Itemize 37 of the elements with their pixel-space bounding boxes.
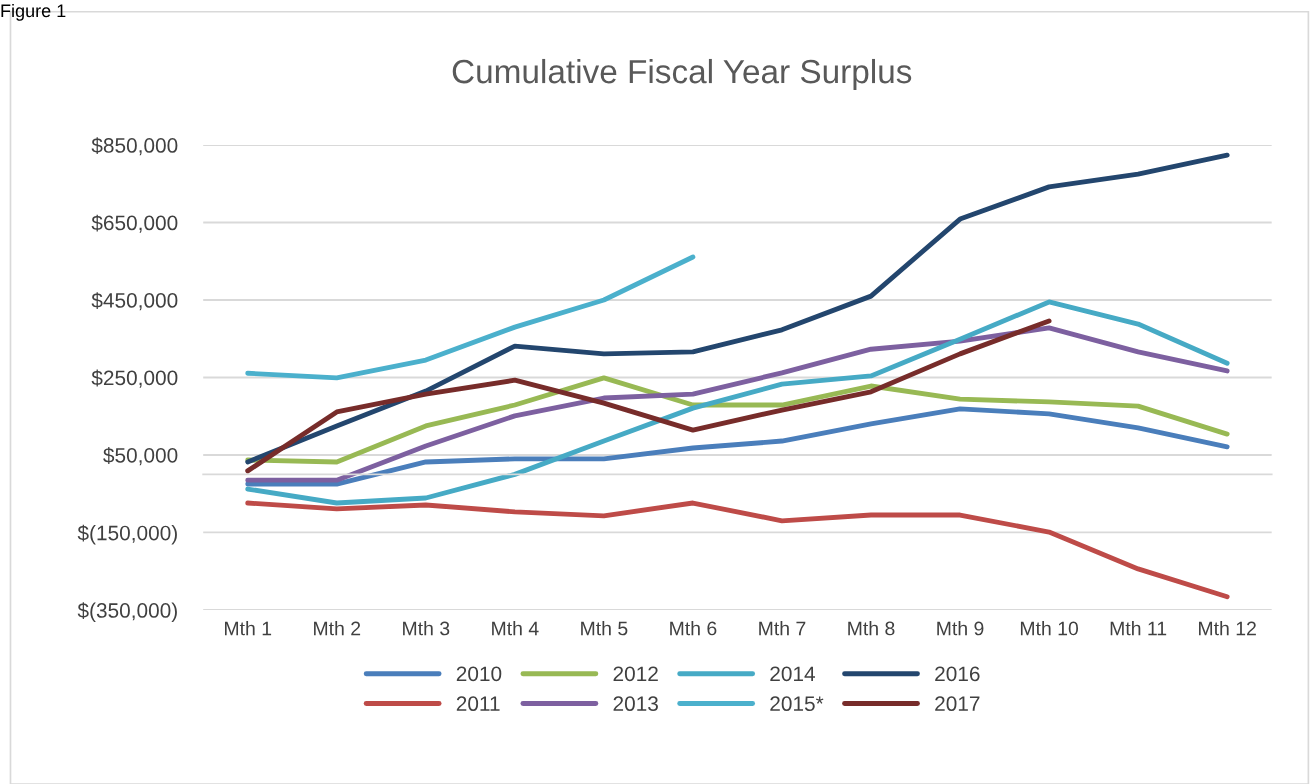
line-series bbox=[245, 318, 1052, 474]
y-tick-label: $(350,000) bbox=[77, 602, 177, 622]
legend-label: 2013 bbox=[613, 696, 658, 712]
line-series bbox=[245, 152, 1230, 465]
line-series bbox=[245, 406, 1230, 487]
line-series bbox=[245, 325, 1230, 483]
x-tick-label: Mth 7 bbox=[759, 621, 806, 636]
chart-title: Cumulative Fiscal Year Surplus bbox=[452, 58, 912, 91]
legend-label: 2011 bbox=[456, 696, 500, 712]
line-series bbox=[245, 500, 1230, 600]
legend-label: 2014 bbox=[770, 666, 816, 682]
x-tick-label: Mth 4 bbox=[492, 621, 539, 636]
y-tick-label: $(150,000) bbox=[77, 524, 177, 545]
legend-label: 2016 bbox=[935, 666, 980, 682]
legend-label: 2015* bbox=[770, 696, 824, 712]
y-tick-label: $650,000 bbox=[91, 214, 178, 233]
x-tick-label: Mth 5 bbox=[581, 621, 628, 636]
y-tick-label: $250,000 bbox=[91, 369, 178, 388]
y-tick-label: $450,000 bbox=[91, 292, 178, 311]
line-series bbox=[245, 375, 1230, 465]
x-tick-label: Mth 11 bbox=[1110, 621, 1167, 636]
x-tick-label: Mth 6 bbox=[670, 621, 717, 636]
legend-label: 2010 bbox=[456, 666, 502, 682]
x-tick-label: Mth 8 bbox=[848, 621, 895, 636]
x-tick-label: Mth 12 bbox=[1199, 621, 1256, 636]
caption: Figure 1 bbox=[1, 3, 66, 21]
x-tick-label: Mth 1 bbox=[225, 621, 272, 636]
legend-label: 2017 bbox=[935, 696, 980, 712]
line-series bbox=[245, 254, 696, 381]
y-tick-label: $50,000 bbox=[103, 447, 178, 466]
legend-label: 2012 bbox=[613, 666, 658, 682]
x-tick-label: Mth 9 bbox=[937, 621, 984, 636]
line-series bbox=[245, 299, 1230, 506]
y-tick-label: $850,000 bbox=[91, 137, 178, 156]
x-tick-label: Mth 2 bbox=[314, 621, 361, 636]
x-tick-label: Mth 3 bbox=[403, 621, 450, 636]
x-tick-label: Mth 10 bbox=[1020, 621, 1079, 636]
